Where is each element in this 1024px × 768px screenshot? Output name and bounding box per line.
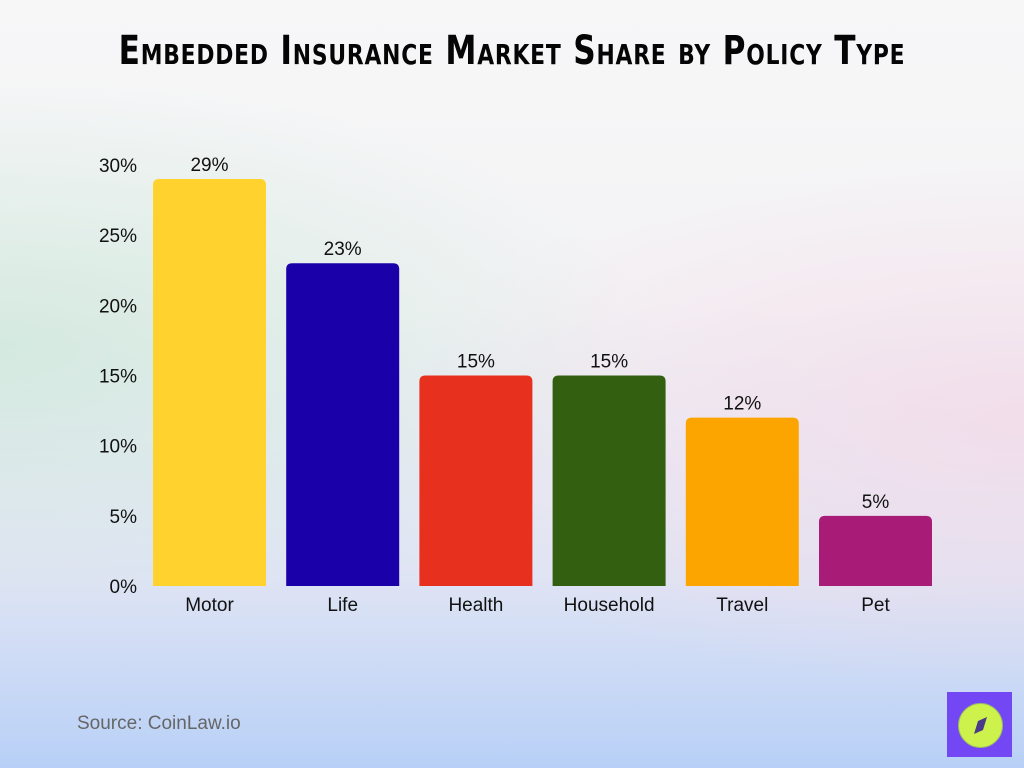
bar-pet [819,515,932,586]
x-tick-label: Motor [185,595,234,616]
y-tick-label: 5% [110,507,138,528]
bar-travel [685,417,799,586]
data-label: 15% [457,352,495,373]
data-label: 15% [590,352,628,373]
x-tick-label: Pet [861,595,890,616]
logo [947,692,1012,757]
compass-icon [958,703,1003,748]
bar-health [419,375,533,586]
y-tick-label: 30% [99,156,137,177]
data-label: 12% [723,394,761,415]
y-tick-label: 20% [99,296,137,317]
bar-life [286,263,400,586]
y-tick-label: 25% [99,226,137,247]
x-tick-label: Travel [716,595,768,616]
y-tick-label: 0% [110,577,138,598]
x-tick-label: Household [564,595,655,616]
data-label: 29% [190,155,228,176]
x-tick-label: Health [448,595,503,616]
chart-title: Embedded Insurance Market Share by Polic… [118,28,906,74]
y-tick-label: 10% [99,437,137,458]
bar-household [552,375,666,586]
source-note: Source: CoinLaw.io [77,713,241,734]
x-tick-label: Life [327,595,358,616]
bar-motor [153,179,266,587]
data-label: 23% [324,239,362,260]
data-label: 5% [862,492,890,513]
y-tick-label: 15% [99,367,137,388]
